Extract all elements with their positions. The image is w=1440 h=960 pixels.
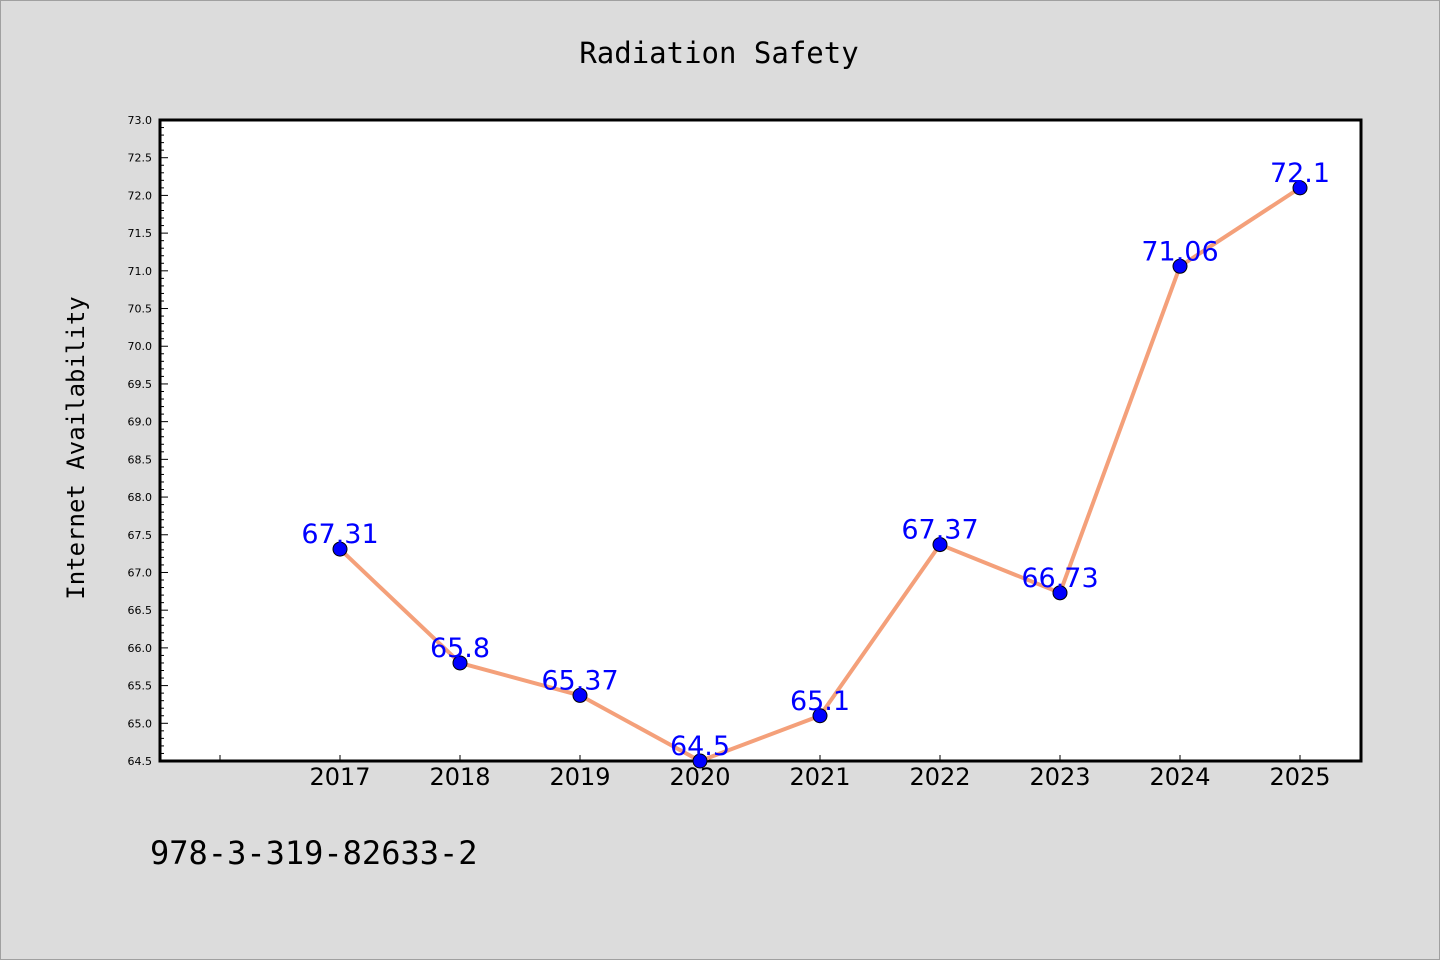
y-tick-label: 68.5 — [128, 453, 153, 466]
chart-title: Radiation Safety — [579, 36, 858, 70]
x-tick-label: 2017 — [309, 763, 370, 791]
y-tick-label: 73.0 — [128, 114, 153, 127]
y-tick-label: 70.0 — [128, 340, 153, 353]
data-point — [332, 541, 348, 557]
x-tick-label: 2019 — [549, 763, 610, 791]
x-axis: 2017 2018 2019 2020 2021 2022 2023 2024 2025 — [219, 755, 1331, 791]
data-point — [1052, 585, 1068, 601]
data-label: 71.06 — [1141, 236, 1218, 267]
x-tick-label: 2024 — [1149, 763, 1210, 791]
x-tick-label: 2022 — [909, 763, 970, 791]
data-labels: 67.31 65.8 65.37 64.5 65.1 67.37 66.73 71.06 72.… — [301, 158, 1330, 762]
isbn-caption: 978-3-319-82633-2 — [150, 834, 478, 872]
data-label: 65.8 — [430, 633, 490, 664]
data-label: 64.5 — [670, 731, 730, 762]
series-markers — [332, 180, 1308, 769]
x-tick-label: 2018 — [429, 763, 490, 791]
data-point — [1172, 258, 1188, 274]
data-point — [812, 708, 828, 724]
x-tick-label: 2021 — [789, 763, 850, 791]
y-tick-label: 65.0 — [128, 717, 153, 730]
data-label: 67.31 — [301, 519, 378, 550]
data-label: 72.1 — [1270, 158, 1330, 189]
data-label: 67.37 — [901, 515, 978, 546]
data-label: 65.1 — [790, 686, 850, 717]
y-tick-label: 68.0 — [128, 491, 153, 504]
data-point — [452, 655, 468, 671]
y-tick-label: 66.0 — [128, 642, 153, 655]
data-label: 66.73 — [1021, 563, 1098, 594]
data-point — [572, 687, 588, 703]
y-tick-label: 71.0 — [128, 265, 153, 278]
y-tick-label: 71.5 — [128, 227, 153, 240]
data-label: 65.37 — [541, 665, 618, 696]
data-point — [1292, 180, 1308, 196]
x-tick-label: 2025 — [1269, 763, 1330, 791]
y-tick-label: 67.5 — [128, 529, 153, 542]
plot-area — [158, 118, 1363, 763]
y-axis-label: Internet Availability — [62, 296, 90, 599]
y-tick-label: 69.5 — [128, 378, 153, 391]
y-axis: 64.5 65.0 65.5 66.0 66.5 67.0 67.5 68.0 68.5 69.0… — [128, 114, 168, 768]
x-tick-label: 2023 — [1029, 763, 1090, 791]
data-point — [692, 753, 708, 769]
y-tick-label: 66.5 — [128, 604, 153, 617]
y-tick-label: 72.0 — [128, 189, 153, 202]
y-tick-label: 70.5 — [128, 303, 153, 316]
y-tick-label: 65.5 — [128, 680, 153, 693]
y-tick-label: 67.0 — [128, 566, 153, 579]
data-point — [932, 537, 948, 553]
y-tick-label: 72.5 — [128, 152, 153, 165]
y-tick-label: 64.5 — [128, 755, 153, 768]
y-tick-label: 69.0 — [128, 416, 153, 429]
